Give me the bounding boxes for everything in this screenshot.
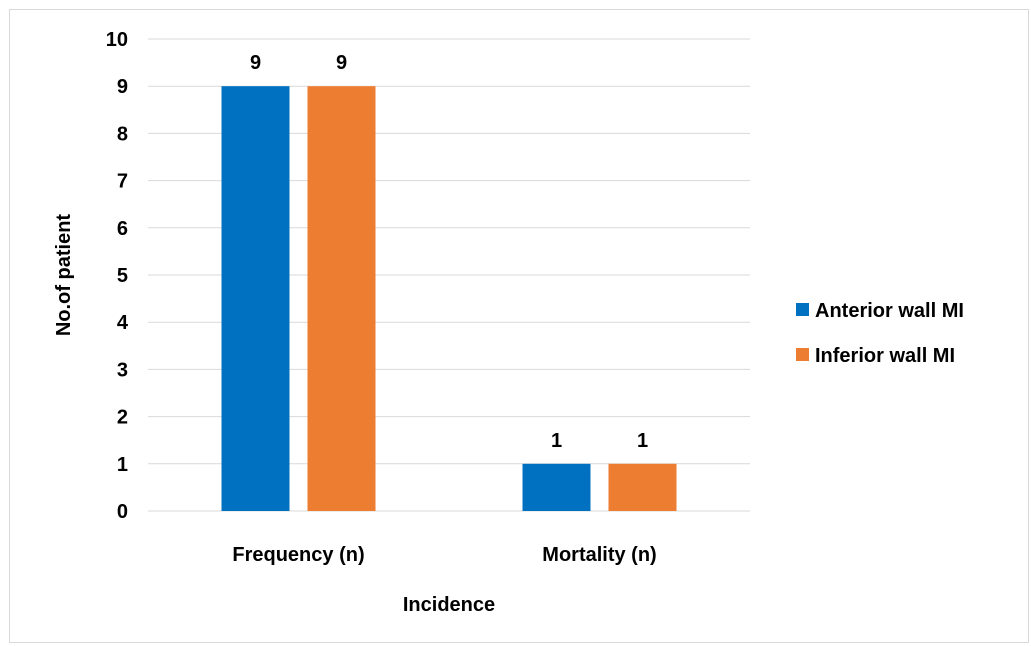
- chart-frame: [9, 9, 1029, 643]
- y-tick-label-1: 1: [117, 454, 128, 476]
- y-tick-label-3: 3: [117, 359, 128, 381]
- y-axis-title: No.of patient: [53, 214, 75, 337]
- data-label-anterior-wall-mi-1: 9: [250, 52, 261, 74]
- legend-swatch-inferior-wall-mi: [796, 348, 809, 361]
- y-tick-label-2: 2: [117, 407, 128, 429]
- y-tick-label-9: 9: [117, 76, 128, 98]
- x-tick-label-1: Frequency (n): [232, 544, 364, 566]
- y-tick-label-10: 10: [106, 29, 128, 51]
- bars: [221, 86, 677, 511]
- y-tick-label-4: 4: [117, 312, 129, 334]
- legend-label-anterior-wall-mi: Anterior wall MI: [815, 300, 964, 322]
- y-tick-label-6: 6: [117, 218, 128, 240]
- x-axis-ticks: Frequency (n) Mortality (n): [232, 544, 656, 566]
- data-label-anterior-wall-mi-2: 1: [551, 430, 562, 452]
- y-axis-ticks: 0 1 2 3 4 5 6 7 8 9 10: [106, 29, 129, 523]
- y-tick-label-5: 5: [117, 265, 128, 287]
- bar-inferior-wall-mi-1: [307, 86, 376, 511]
- legend: Anterior wall MI Inferior wall MI: [796, 300, 964, 367]
- data-label-inferior-wall-mi-1: 9: [336, 52, 347, 74]
- data-labels: 9 9 1 1: [250, 52, 648, 452]
- bar-inferior-wall-mi-2: [608, 463, 677, 511]
- y-tick-label-7: 7: [117, 171, 128, 193]
- y-tick-label-8: 8: [117, 123, 128, 145]
- x-tick-label-2: Mortality (n): [542, 544, 656, 566]
- y-tick-label-0: 0: [117, 501, 128, 523]
- data-label-inferior-wall-mi-2: 1: [637, 430, 648, 452]
- bar-anterior-wall-mi-1: [221, 86, 290, 511]
- x-axis-title: Incidence: [403, 594, 495, 616]
- bar-anterior-wall-mi-2: [522, 463, 591, 511]
- legend-swatch-anterior-wall-mi: [796, 303, 809, 316]
- legend-label-inferior-wall-mi: Inferior wall MI: [815, 345, 955, 367]
